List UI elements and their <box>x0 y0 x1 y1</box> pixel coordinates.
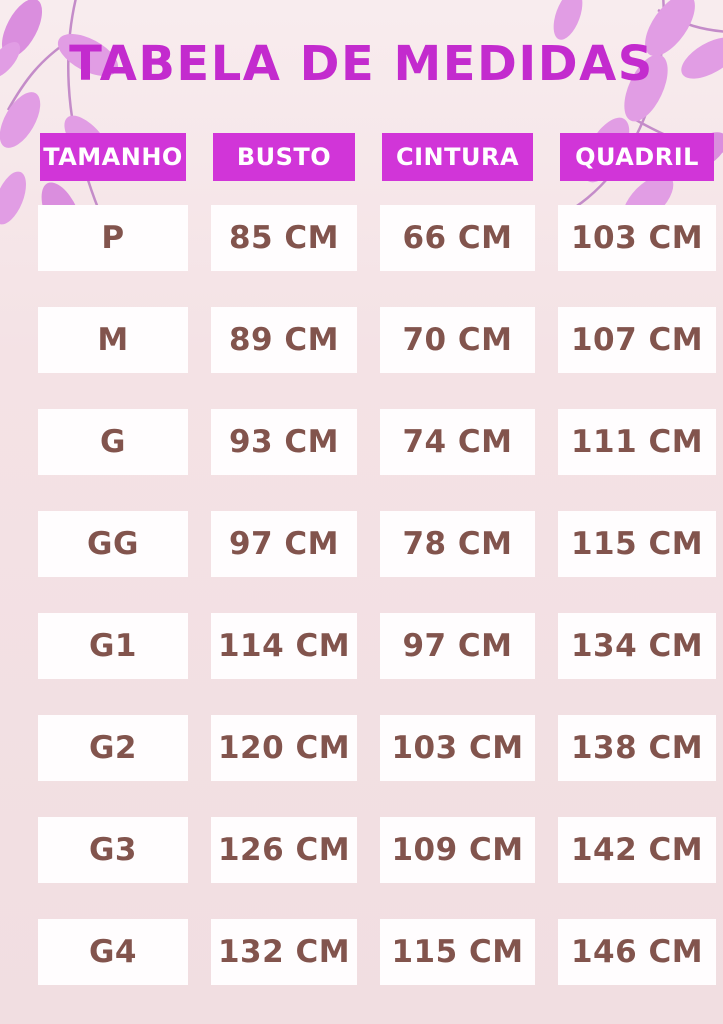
table-row: G3 126 CM 109 CM 142 CM <box>38 817 716 883</box>
measurements-table: TAMANHO BUSTO CINTURA QUADRIL P 85 CM 66… <box>38 133 716 1021</box>
table-row: G 93 CM 74 CM 111 CM <box>38 409 716 475</box>
quadril-cell: 134 CM <box>558 613 716 679</box>
busto-cell: 97 CM <box>211 511 357 577</box>
quadril-cell: 111 CM <box>558 409 716 475</box>
busto-cell: 85 CM <box>211 205 357 271</box>
size-cell: G4 <box>38 919 188 985</box>
quadril-cell: 115 CM <box>558 511 716 577</box>
column-header-tamanho: TAMANHO <box>40 133 186 181</box>
busto-cell: 120 CM <box>211 715 357 781</box>
cintura-cell: 78 CM <box>380 511 535 577</box>
busto-cell: 114 CM <box>211 613 357 679</box>
table-row: G2 120 CM 103 CM 138 CM <box>38 715 716 781</box>
quadril-cell: 138 CM <box>558 715 716 781</box>
cintura-cell: 115 CM <box>380 919 535 985</box>
column-header-quadril: QUADRIL <box>560 133 714 181</box>
size-cell: G <box>38 409 188 475</box>
table-row: P 85 CM 66 CM 103 CM <box>38 205 716 271</box>
size-cell: GG <box>38 511 188 577</box>
table-row: GG 97 CM 78 CM 115 CM <box>38 511 716 577</box>
table-row: M 89 CM 70 CM 107 CM <box>38 307 716 373</box>
column-header-busto: BUSTO <box>213 133 355 181</box>
cintura-cell: 66 CM <box>380 205 535 271</box>
size-cell: M <box>38 307 188 373</box>
busto-cell: 93 CM <box>211 409 357 475</box>
cintura-cell: 97 CM <box>380 613 535 679</box>
cintura-cell: 109 CM <box>380 817 535 883</box>
column-header-cintura: CINTURA <box>382 133 533 181</box>
table-row: G1 114 CM 97 CM 134 CM <box>38 613 716 679</box>
table-row: G4 132 CM 115 CM 146 CM <box>38 919 716 985</box>
size-cell: G3 <box>38 817 188 883</box>
cintura-cell: 103 CM <box>380 715 535 781</box>
busto-cell: 126 CM <box>211 817 357 883</box>
table-header-row: TAMANHO BUSTO CINTURA QUADRIL <box>38 133 714 181</box>
size-cell: P <box>38 205 188 271</box>
busto-cell: 89 CM <box>211 307 357 373</box>
page-title: TABELA DE MEDIDAS <box>69 36 654 92</box>
quadril-cell: 142 CM <box>558 817 716 883</box>
quadril-cell: 146 CM <box>558 919 716 985</box>
cintura-cell: 74 CM <box>380 409 535 475</box>
quadril-cell: 107 CM <box>558 307 716 373</box>
busto-cell: 132 CM <box>211 919 357 985</box>
size-cell: G1 <box>38 613 188 679</box>
quadril-cell: 103 CM <box>558 205 716 271</box>
size-cell: G2 <box>38 715 188 781</box>
cintura-cell: 70 CM <box>380 307 535 373</box>
